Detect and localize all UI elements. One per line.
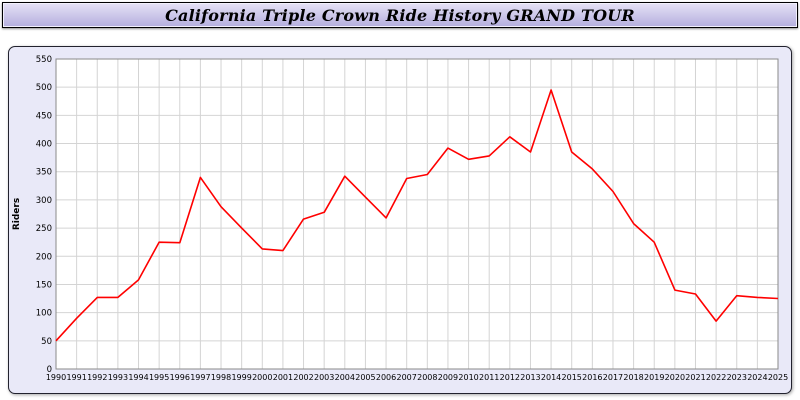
chart-panel: 0 50 100 150 200 250 300 350 400 450 500 550 1990 199… bbox=[8, 46, 792, 394]
svg-text:2009: 2009 bbox=[438, 373, 458, 382]
svg-text:1994: 1994 bbox=[128, 373, 148, 382]
svg-text:2006: 2006 bbox=[376, 373, 396, 382]
svg-text:2025: 2025 bbox=[768, 373, 788, 382]
svg-text:1995: 1995 bbox=[149, 373, 169, 382]
svg-text:400: 400 bbox=[36, 140, 52, 150]
svg-text:1990: 1990 bbox=[46, 373, 66, 382]
svg-text:350: 350 bbox=[36, 168, 52, 178]
svg-text:1998: 1998 bbox=[211, 373, 231, 382]
svg-text:2003: 2003 bbox=[314, 373, 334, 382]
svg-text:550: 550 bbox=[36, 55, 52, 65]
svg-text:2005: 2005 bbox=[355, 373, 375, 382]
svg-text:2019: 2019 bbox=[644, 373, 664, 382]
svg-text:2011: 2011 bbox=[479, 373, 499, 382]
svg-text:2023: 2023 bbox=[727, 373, 747, 382]
svg-text:Riders: Riders bbox=[12, 198, 22, 230]
svg-text:2022: 2022 bbox=[706, 373, 726, 382]
svg-text:2007: 2007 bbox=[397, 373, 417, 382]
svg-text:2016: 2016 bbox=[582, 373, 602, 382]
svg-text:2010: 2010 bbox=[458, 373, 478, 382]
svg-text:0: 0 bbox=[47, 365, 52, 375]
svg-text:2020: 2020 bbox=[665, 373, 685, 382]
svg-text:2013: 2013 bbox=[520, 373, 540, 382]
svg-text:2008: 2008 bbox=[417, 373, 437, 382]
svg-text:2012: 2012 bbox=[500, 373, 520, 382]
svg-text:450: 450 bbox=[36, 111, 52, 121]
svg-text:2015: 2015 bbox=[562, 373, 582, 382]
svg-text:200: 200 bbox=[36, 252, 52, 262]
svg-text:2024: 2024 bbox=[747, 373, 767, 382]
svg-text:1991: 1991 bbox=[66, 373, 86, 382]
svg-text:1993: 1993 bbox=[108, 373, 128, 382]
svg-text:1999: 1999 bbox=[231, 373, 251, 382]
svg-text:300: 300 bbox=[36, 196, 52, 206]
svg-text:500: 500 bbox=[36, 83, 52, 93]
svg-text:1992: 1992 bbox=[87, 373, 107, 382]
page-title: California Triple Crown Ride History GRA… bbox=[165, 5, 635, 25]
svg-text:2014: 2014 bbox=[541, 373, 561, 382]
svg-text:2017: 2017 bbox=[603, 373, 623, 382]
svg-text:150: 150 bbox=[36, 280, 52, 290]
svg-text:2001: 2001 bbox=[273, 373, 293, 382]
svg-text:2021: 2021 bbox=[685, 373, 705, 382]
svg-text:2002: 2002 bbox=[293, 373, 313, 382]
svg-text:2000: 2000 bbox=[252, 373, 272, 382]
page-header: California Triple Crown Ride History GRA… bbox=[2, 2, 798, 28]
svg-text:250: 250 bbox=[36, 224, 52, 234]
svg-text:2018: 2018 bbox=[623, 373, 643, 382]
svg-text:2004: 2004 bbox=[335, 373, 355, 382]
svg-text:1997: 1997 bbox=[190, 373, 210, 382]
svg-text:1996: 1996 bbox=[170, 373, 190, 382]
svg-text:50: 50 bbox=[41, 337, 52, 347]
svg-text:100: 100 bbox=[36, 309, 52, 319]
